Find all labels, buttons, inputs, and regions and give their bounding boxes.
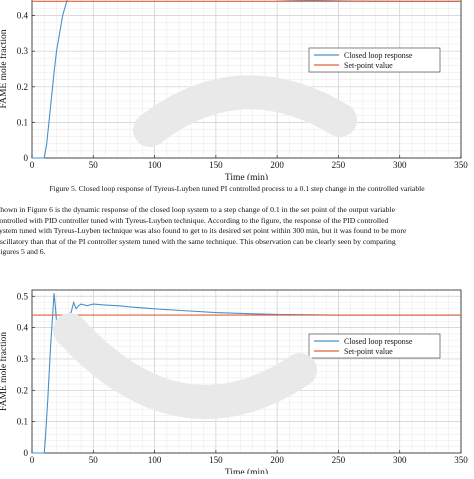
x-axis-label: Time (min) xyxy=(225,467,268,474)
body-line: Figures 5 and 6. xyxy=(0,247,46,257)
y-tick-label: 0.1 xyxy=(17,417,28,427)
body-line: system tuned with Tyreus-Luyben techniqu… xyxy=(0,226,407,236)
y-tick-label: 0.3 xyxy=(17,46,29,56)
x-tick-label: 200 xyxy=(270,160,284,170)
y-tick-label: 0.2 xyxy=(17,82,28,92)
x-tick-label: 350 xyxy=(454,160,468,170)
figure-5-chart: 0 50 100 150 200 250 300 350 0 0.1 0.2 0.3 0.4 Time (… xyxy=(0,0,474,183)
legend-label: Closed loop response xyxy=(344,337,413,346)
legend-box xyxy=(308,47,441,73)
y-axis-label: FAME mole fraction xyxy=(0,29,9,108)
x-tick-label: 50 xyxy=(89,455,99,465)
y-tick-label: 0.4 xyxy=(17,323,29,333)
y-tick-label: 0.4 xyxy=(17,11,29,21)
body-line: oscillatory than that of the PI controll… xyxy=(0,236,396,246)
y-tick-label: 0.5 xyxy=(17,291,29,301)
body-line: controlled with PID controller tuned wit… xyxy=(0,215,389,225)
y-tick-label: 0.2 xyxy=(17,385,28,395)
figure-6-chart: 0 50 100 150 200 250 300 350 0 0.1 0.2 0.3 0.4 0.5 Tim… xyxy=(0,282,474,478)
x-tick-label: 100 xyxy=(148,160,162,170)
y-tick-label: 0.1 xyxy=(17,117,28,127)
x-tick-label: 0 xyxy=(30,455,35,465)
legend-box xyxy=(308,333,441,359)
figure-5-caption: Figure 5. Closed loop response of Tyreus… xyxy=(49,184,425,193)
x-tick-label: 100 xyxy=(148,455,162,465)
x-tick-label: 150 xyxy=(209,455,223,465)
legend-label: Set-point value xyxy=(344,347,393,356)
closed-loop-response-line xyxy=(32,0,461,159)
x-tick-label: 300 xyxy=(393,160,407,170)
closed-loop-response-line xyxy=(32,293,461,454)
legend-label: Closed loop response xyxy=(344,51,413,60)
x-tick-label: 300 xyxy=(393,455,407,465)
plot-area-frame xyxy=(31,289,462,454)
x-tick-label: 250 xyxy=(332,455,346,465)
plot-area-frame xyxy=(31,0,462,159)
figure-6-chart-svg: 0 50 100 150 200 250 300 350 0 0.1 0.2 0.3 0.4 0.5 Tim… xyxy=(0,289,468,478)
y-tick-label: 0.3 xyxy=(17,354,29,364)
legend-label: Set-point value xyxy=(344,61,393,70)
y-tick-label: 0 xyxy=(24,448,29,458)
figure-5-chart-svg: 0 50 100 150 200 250 300 350 0 0.1 0.2 0.3 0.4 Time (… xyxy=(0,0,468,183)
y-axis-label: FAME mole fraction xyxy=(0,332,9,411)
y-tick-label: 0 xyxy=(24,153,29,163)
x-tick-label: 200 xyxy=(270,455,284,465)
x-axis-label: Time (min) xyxy=(225,172,268,180)
body-paragraph: Shown in Figure 6 is the dynamic respons… xyxy=(0,205,474,258)
x-tick-label: 350 xyxy=(454,455,468,465)
body-line: Shown in Figure 6 is the dynamic respons… xyxy=(0,205,396,214)
x-tick-label: 0 xyxy=(30,160,35,170)
x-tick-label: 50 xyxy=(89,160,99,170)
x-tick-label: 250 xyxy=(332,160,346,170)
x-tick-label: 150 xyxy=(209,160,223,170)
